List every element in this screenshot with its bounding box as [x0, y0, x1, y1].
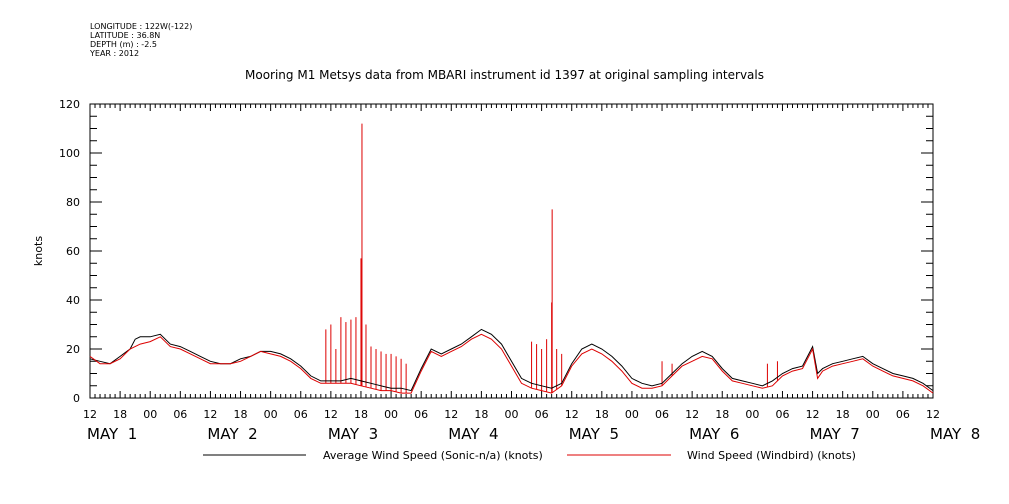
- plot-frame: [89, 103, 934, 399]
- depth-label: DEPTH (m) : -2.5: [90, 40, 157, 49]
- x-day-label: MAY 2: [207, 425, 257, 443]
- x-tick-label: 00: [264, 408, 278, 421]
- y-tick-label: 0: [73, 392, 80, 405]
- x-tick-label: 18: [113, 408, 127, 421]
- x-day-label: MAY 8: [930, 425, 980, 443]
- metadata-block: LONGITUDE : 122W(-122) LATITUDE : 36.8N …: [90, 22, 192, 58]
- red-spikes: [325, 123, 778, 394]
- y-tick-label: 20: [66, 343, 80, 356]
- x-tick-label: 12: [926, 408, 940, 421]
- x-tick-label: 00: [745, 408, 759, 421]
- x-tick-label: 06: [535, 408, 549, 421]
- y-axis-label: knots: [32, 236, 45, 266]
- series-windbird-wind-speed: [89, 333, 934, 394]
- legend-label-red: Wind Speed (Windbird) (knots): [687, 449, 856, 462]
- series-lines: [89, 328, 934, 394]
- x-tick-label: 18: [234, 408, 248, 421]
- x-axis: 12 18 00 06 12 18 00 06 12 18 00 06 12 18 00 06 12 18 00 06…: [83, 104, 980, 443]
- x-tick-label: 18: [474, 408, 488, 421]
- x-tick-label: 12: [806, 408, 820, 421]
- x-day-label: MAY 4: [448, 425, 498, 443]
- x-tick-label: 12: [685, 408, 699, 421]
- x-tick-label: 00: [143, 408, 157, 421]
- x-tick-label: 12: [324, 408, 338, 421]
- x-tick-label: 00: [625, 408, 639, 421]
- x-day-label: MAY 7: [810, 425, 860, 443]
- x-tick-label: 06: [655, 408, 669, 421]
- x-tick-label: 12: [83, 408, 97, 421]
- x-tick-label: 06: [173, 408, 187, 421]
- x-tick-label: 12: [203, 408, 217, 421]
- x-tick-label: 00: [505, 408, 519, 421]
- latitude-label: LATITUDE : 36.8N: [90, 31, 161, 40]
- x-tick-label: 18: [836, 408, 850, 421]
- x-tick-label: 00: [866, 408, 880, 421]
- x-day-label: MAY 6: [689, 425, 739, 443]
- x-tick-label: 18: [595, 408, 609, 421]
- x-tick-label: 18: [715, 408, 729, 421]
- x-tick-label: 12: [565, 408, 579, 421]
- y-tick-label: 80: [66, 196, 80, 209]
- y-axis: 0 20 40 60 80 100 120: [59, 98, 933, 405]
- x-tick-label: 00: [384, 408, 398, 421]
- x-tick-label: 06: [414, 408, 428, 421]
- chart-title: Mooring M1 Metsys data from MBARI instru…: [245, 68, 764, 82]
- y-tick-label: 60: [66, 245, 80, 258]
- x-day-label: MAY 5: [569, 425, 619, 443]
- y-tick-label: 40: [66, 294, 80, 307]
- legend: Average Wind Speed (Sonic-n/a) (knots) W…: [203, 449, 856, 462]
- y-tick-label: 100: [59, 147, 80, 160]
- x-tick-label: 06: [775, 408, 789, 421]
- longitude-label: LONGITUDE : 122W(-122): [90, 22, 193, 31]
- legend-label-black: Average Wind Speed (Sonic-n/a) (knots): [323, 449, 543, 462]
- x-tick-label: 18: [354, 408, 368, 421]
- year-label: YEAR : 2012: [90, 49, 140, 58]
- x-day-label: MAY 1: [87, 425, 137, 443]
- x-tick-label: 06: [294, 408, 308, 421]
- x-day-label: MAY 3: [328, 425, 378, 443]
- y-tick-label: 120: [59, 98, 80, 111]
- x-tick-label: 06: [896, 408, 910, 421]
- x-tick-label: 12: [444, 408, 458, 421]
